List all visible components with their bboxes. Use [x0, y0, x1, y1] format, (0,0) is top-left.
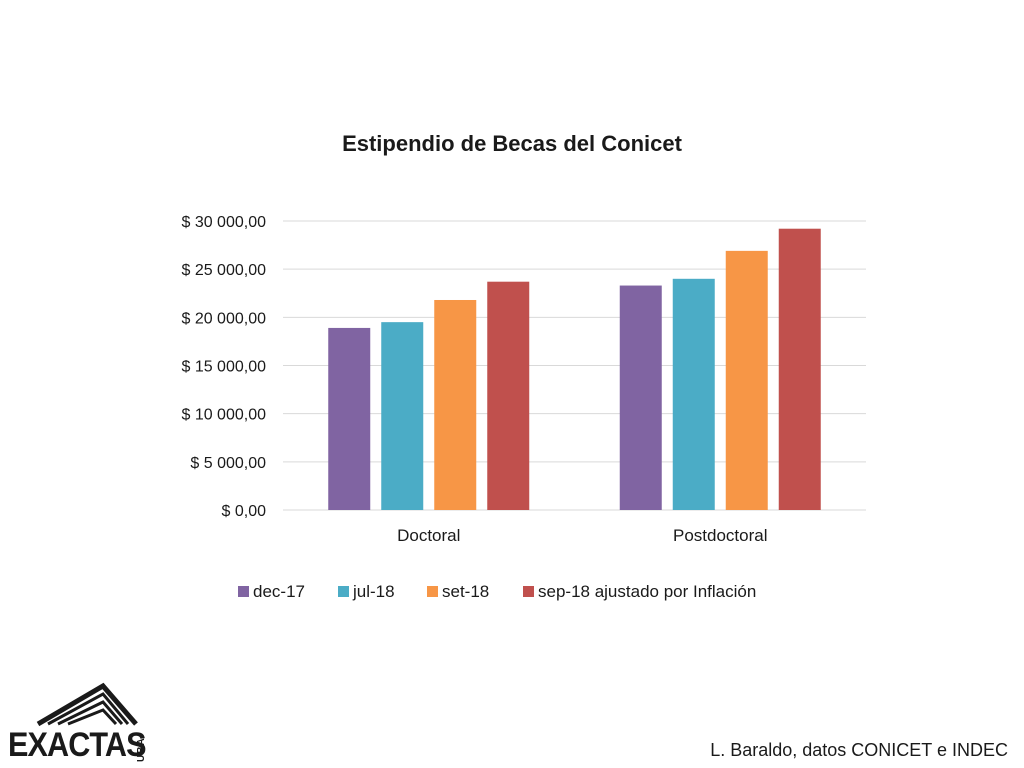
bar-postdoctoral-1 — [672, 278, 715, 510]
category-label: Doctoral — [397, 526, 460, 545]
logo-roof-line-3 — [57, 700, 124, 726]
y-tick-label: $ 10 000,00 — [181, 407, 266, 424]
logo-roof-line-1 — [36, 682, 138, 727]
bar-postdoctoral-2 — [725, 250, 768, 510]
grid-layer — [283, 220, 866, 511]
legend-label: sep-18 ajustado por Inflación — [538, 582, 756, 601]
bar-chart: Estipendio de Becas del Conicet $ 0,00$ … — [181, 131, 866, 601]
bars — [328, 228, 821, 510]
y-tick-label: $ 30 000,00 — [181, 214, 266, 231]
legend-label: jul-18 — [352, 582, 395, 601]
legend-swatch — [238, 586, 249, 597]
legend-swatch — [338, 586, 349, 597]
y-tick-label: $ 25 000,00 — [181, 262, 266, 279]
category-labels: Doctoral Postdoctoral — [397, 526, 767, 545]
legend-swatch — [523, 586, 534, 597]
logo-subtext: UBA — [136, 737, 147, 762]
bar-doctoral-0 — [328, 327, 371, 510]
logo-wordmark: EXACTAS — [8, 726, 147, 764]
y-tick-label: $ 15 000,00 — [181, 359, 266, 376]
legend-label: set-18 — [442, 582, 489, 601]
chart-title: Estipendio de Becas del Conicet — [342, 131, 683, 156]
legend-label: dec-17 — [253, 582, 305, 601]
logo-roof-line-4 — [67, 708, 118, 726]
bar-postdoctoral-3 — [778, 228, 821, 510]
source-credit: L. Baraldo, datos CONICET e INDEC — [710, 740, 1008, 760]
y-tick-label: $ 0,00 — [222, 503, 267, 520]
logo-roof-line-2 — [47, 692, 130, 726]
bar-doctoral-1 — [381, 322, 424, 510]
y-tick-label: $ 20 000,00 — [181, 310, 266, 327]
exactas-logo — [36, 682, 138, 727]
y-axis-ticks: $ 0,00 $ 5 000,00 $ 10 000,00 $ 15 000,00 $ … — [181, 214, 266, 520]
y-tick-label: $ 5 000,00 — [190, 455, 266, 472]
bar-doctoral-2 — [434, 299, 477, 510]
category-label: Postdoctoral — [673, 526, 768, 545]
bar-doctoral-3 — [487, 281, 530, 510]
legend: dec-17 jul-18 set-18 sep-18 ajustado por In… — [238, 582, 756, 601]
bar-postdoctoral-0 — [619, 285, 662, 510]
legend-swatch — [427, 586, 438, 597]
